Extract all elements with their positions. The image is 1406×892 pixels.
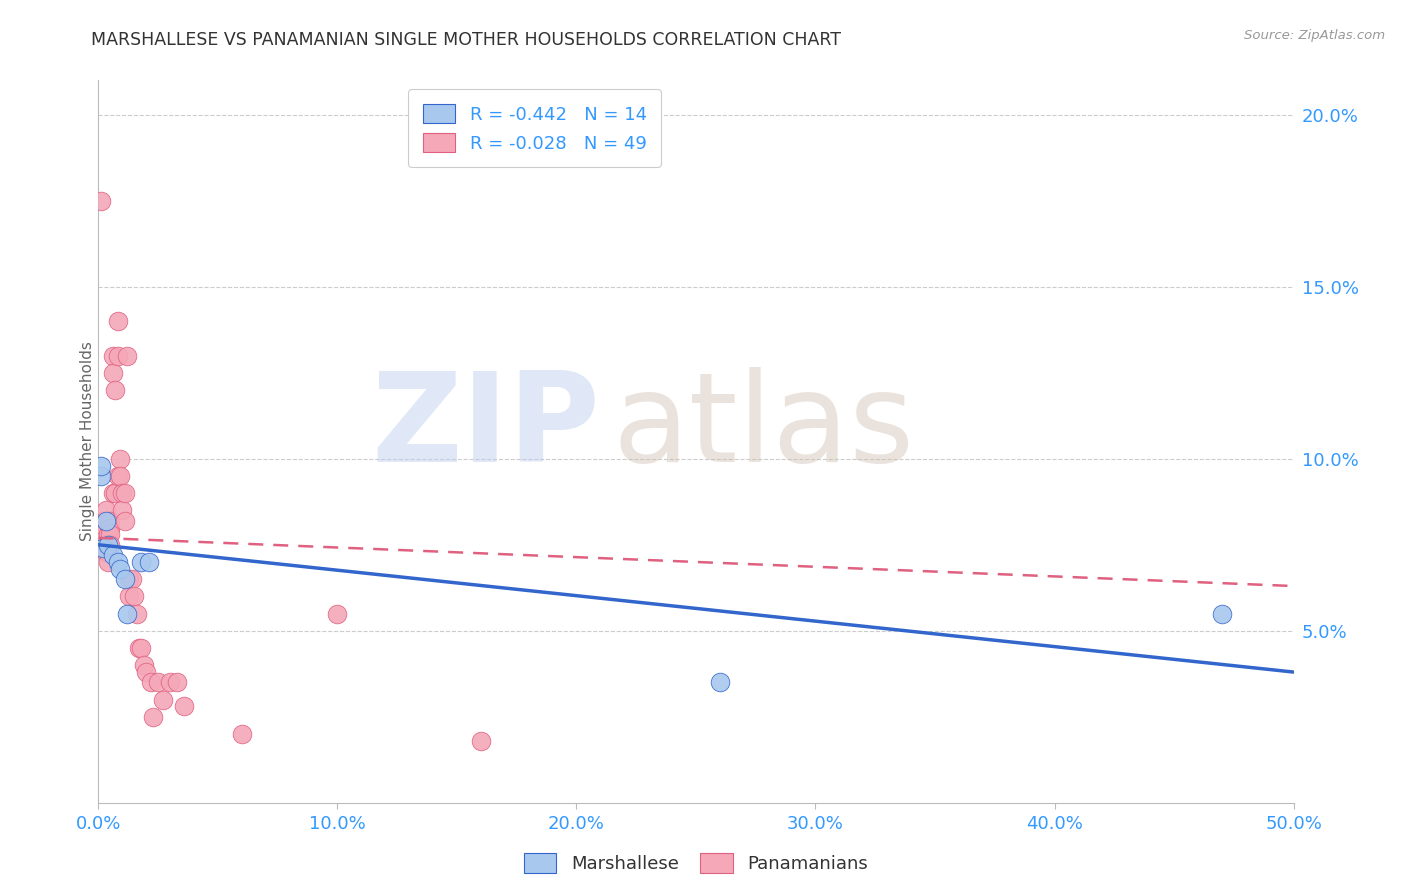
Point xyxy=(470,734,492,748)
Point xyxy=(132,658,155,673)
Point xyxy=(118,572,141,586)
Point xyxy=(159,675,181,690)
Point xyxy=(90,514,112,528)
Point xyxy=(101,366,124,380)
Point xyxy=(91,527,114,541)
Point xyxy=(709,675,731,690)
Point xyxy=(108,469,131,483)
Point xyxy=(94,544,117,558)
Point xyxy=(97,555,120,569)
Point xyxy=(91,534,114,549)
Point xyxy=(107,555,129,569)
Point xyxy=(98,538,122,552)
Point xyxy=(114,572,136,586)
Text: ZIP: ZIP xyxy=(371,367,600,488)
Point xyxy=(97,527,120,541)
Point xyxy=(135,665,157,679)
Point xyxy=(121,572,143,586)
Point xyxy=(111,503,134,517)
Text: Source: ZipAtlas.com: Source: ZipAtlas.com xyxy=(1244,29,1385,42)
Point xyxy=(142,710,165,724)
Point xyxy=(1211,607,1233,621)
Point xyxy=(101,486,124,500)
Text: atlas: atlas xyxy=(613,367,914,488)
Point xyxy=(97,538,120,552)
Point xyxy=(173,699,195,714)
Point xyxy=(107,469,129,483)
Point xyxy=(115,607,138,621)
Point xyxy=(104,383,127,397)
Point xyxy=(111,486,134,500)
Point xyxy=(90,194,112,208)
Point xyxy=(98,520,122,534)
Point xyxy=(101,349,124,363)
Point xyxy=(101,548,124,562)
Point xyxy=(90,458,112,473)
Point xyxy=(108,451,131,466)
Point xyxy=(94,514,117,528)
Text: MARSHALLESE VS PANAMANIAN SINGLE MOTHER HOUSEHOLDS CORRELATION CHART: MARSHALLESE VS PANAMANIAN SINGLE MOTHER … xyxy=(91,31,841,49)
Point xyxy=(131,640,153,655)
Point xyxy=(114,486,136,500)
Point xyxy=(231,727,253,741)
Y-axis label: Single Mother Households: Single Mother Households xyxy=(80,342,94,541)
Point xyxy=(118,590,141,604)
Point xyxy=(107,314,129,328)
Point xyxy=(131,555,153,569)
Point xyxy=(128,640,150,655)
Point xyxy=(124,590,146,604)
Legend: Marshallese, Panamanians: Marshallese, Panamanians xyxy=(516,847,876,880)
Point xyxy=(115,349,138,363)
Point xyxy=(125,607,148,621)
Point xyxy=(104,486,127,500)
Point xyxy=(138,555,160,569)
Point xyxy=(108,562,131,576)
Point xyxy=(98,514,122,528)
Point xyxy=(91,541,114,556)
Point xyxy=(94,538,117,552)
Point xyxy=(94,503,117,517)
Point xyxy=(107,349,129,363)
Point xyxy=(148,675,170,690)
Point xyxy=(90,524,112,538)
Point xyxy=(97,544,120,558)
Point xyxy=(98,527,122,541)
Point xyxy=(114,514,136,528)
Point xyxy=(166,675,188,690)
Point xyxy=(90,469,112,483)
Point xyxy=(152,692,174,706)
Point xyxy=(326,607,349,621)
Point xyxy=(139,675,162,690)
